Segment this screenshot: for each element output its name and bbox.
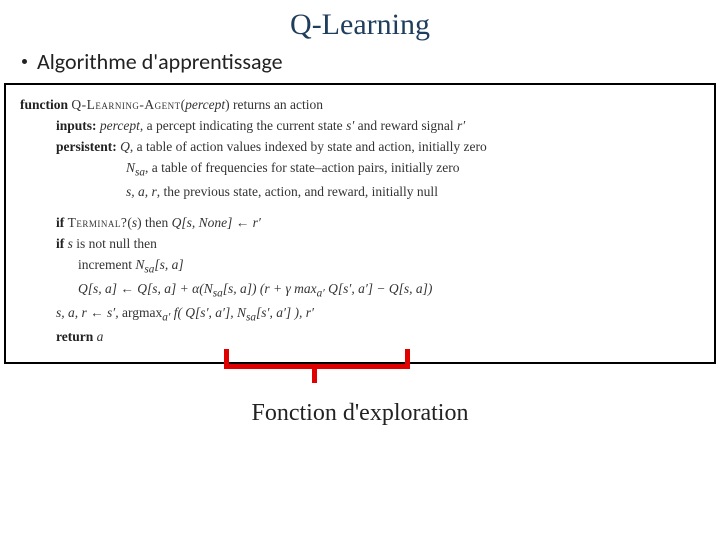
kw-if2: if [56, 236, 68, 251]
kw-return: return [56, 329, 97, 344]
l10c: f( Q[s′, a′], N [170, 305, 246, 320]
notnull-txt: is not null then [73, 236, 157, 251]
it-Q: Q [120, 139, 130, 154]
bullet-text: Algorithme d'apprentissage [37, 48, 283, 75]
sub-sa2: sa [144, 263, 154, 275]
kw-if1: if [56, 215, 68, 230]
algo-line-10: s, a, r ← s′, argmaxa′ f( Q[s′, a′], Nsa… [20, 303, 700, 327]
it-N: N [126, 160, 135, 175]
sub-sa: sa [135, 166, 145, 178]
algo-line-5: s, a, r, the previous state, action, and… [20, 182, 700, 203]
l5-txt: , the previous state, action, and reward… [157, 184, 438, 199]
exploration-bracket [224, 349, 410, 369]
exploration-bracket-stem [312, 369, 317, 383]
l9a: Q[s, a] ← Q[s, a] + α(N [78, 281, 213, 296]
inc-txt: increment [78, 257, 135, 272]
l9c: Q[s′, a′] − Q[s, a]) [325, 281, 433, 296]
algo-line-2: inputs: percept, a percept indicating th… [20, 116, 700, 137]
it-a: a [97, 329, 104, 344]
l2-txt: , a percept indicating the current state [140, 118, 346, 133]
fn-terminal: Terminal? [68, 215, 128, 230]
then-txt: ) then [137, 215, 172, 230]
kw-function: function [20, 97, 71, 112]
returns-text: ) returns an action [225, 97, 323, 112]
it-percept: percept [100, 118, 140, 133]
fn-name: Q-Learning-Agent [71, 97, 180, 112]
l3-txt: , a table of action values indexed by st… [130, 139, 487, 154]
l10d: [s′, a′] ), r′ [256, 305, 314, 320]
algo-line-6: if Terminal?(s) then Q[s, None] ← r′ [20, 213, 700, 234]
algo-line-3: persistent: Q, a table of action values … [20, 137, 700, 158]
l4-txt: , a table of frequencies for state–actio… [145, 160, 460, 175]
algo-line-9: Q[s, a] ← Q[s, a] + α(Nsa[s, a]) (r + γ … [20, 279, 700, 303]
bullet-item: Algorithme d'apprentissage [0, 42, 720, 75]
l9sub2: a′ [317, 287, 325, 299]
slide-title: Q-Learning [0, 0, 720, 42]
it-rprime: r′ [457, 118, 465, 133]
l9b: [s, a]) (r + γ max [223, 281, 317, 296]
algorithm-box: function Q-Learning-Agent(percept) retur… [4, 83, 716, 364]
it-idx: [s, a] [154, 257, 183, 272]
bullet-dot [22, 59, 27, 64]
l10sub2: sa [246, 312, 256, 324]
l9sub: sa [213, 287, 223, 299]
it-sar: s, a, r [126, 184, 157, 199]
kw-persistent: persistent: [56, 139, 120, 154]
argmax: argmax [122, 305, 162, 320]
kw-inputs: inputs: [56, 118, 100, 133]
algo-line-8: increment Nsa[s, a] [20, 255, 700, 279]
exploration-caption: Fonction d'exploration [0, 400, 720, 427]
algo-line-7: if s is not null then [20, 234, 700, 255]
algo-line-1: function Q-Learning-Agent(percept) retur… [20, 95, 700, 116]
it-qassign: Q[s, None] ← r′ [172, 215, 261, 230]
algo-line-4: Nsa, a table of frequencies for state–ac… [20, 158, 700, 182]
arg-percept: percept [185, 97, 225, 112]
l2-txt2: and reward signal [354, 118, 457, 133]
algo-line-11: return a [20, 327, 700, 348]
l10a: s, a, r ← s′, [56, 305, 122, 320]
